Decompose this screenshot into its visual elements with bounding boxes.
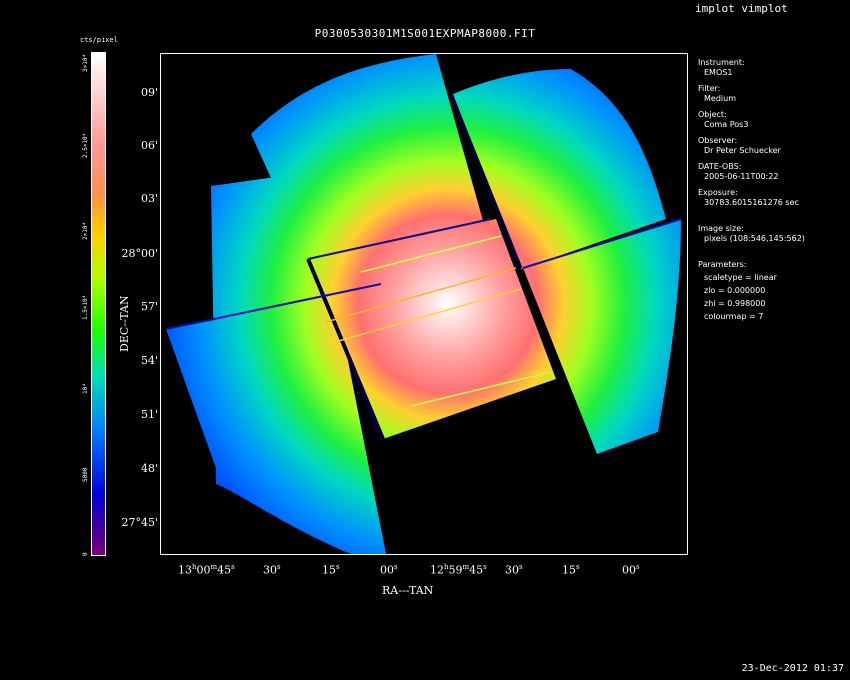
params-label: Parameters:: [698, 260, 747, 269]
exposure-label: Exposure:: [698, 188, 738, 197]
object-label: Object:: [698, 110, 727, 119]
observer-value: Dr Peter Schuecker: [704, 146, 781, 155]
ccd-chip-top-right: [453, 69, 666, 269]
y-tick-label: 06': [140, 139, 158, 152]
y-axis-label: DEC--TAN: [118, 295, 131, 352]
y-tick-label: 27°45': [121, 516, 158, 529]
colorbar-tick-label: 5000: [82, 467, 89, 482]
plot-title: P0300530301M1S001EXPMAP8000.FIT: [314, 27, 536, 40]
x-tick-label: 00s: [622, 563, 640, 577]
colorbar-tick-label: 2.5×10⁴: [82, 132, 89, 158]
colorbar-tick-label: 1.5×10⁴: [82, 294, 89, 320]
x-axis-label: RA---TAN: [382, 584, 434, 597]
size-label: Image size:: [698, 224, 744, 233]
colorbar-tick-label: 3×10⁴: [82, 53, 89, 72]
scaletype-value: scaletype = linear: [704, 273, 777, 282]
date-value: 2005-06-11T00:22: [704, 172, 779, 181]
x-tick-label: 12h59m45s: [430, 563, 487, 577]
y-tick-label: 09': [140, 86, 158, 99]
x-tick-label: 30s: [505, 563, 523, 577]
size-value: pixels (108:546,145:562): [704, 234, 805, 243]
colorbar-tick-label: 2×10⁴: [82, 221, 89, 240]
date-label: DATE-OBS:: [698, 162, 742, 171]
colorbar-unit: cts/pixel: [80, 36, 118, 44]
y-tick-label: 28°00': [121, 247, 158, 260]
y-tick-label: 57': [140, 300, 158, 313]
y-tick-label: 48': [140, 462, 158, 475]
exposure-map: [165, 54, 682, 554]
ccd-chip-lower-left: [166, 299, 386, 554]
colorbar: [91, 52, 106, 556]
colorbar-tick-label: 0: [82, 552, 89, 556]
exposure-value: 30783.6015161276 sec: [704, 198, 799, 207]
image-plot[interactable]: [160, 53, 688, 555]
x-tick-label: 00s: [380, 563, 398, 577]
colourmap-value: colourmap = 7: [704, 312, 764, 321]
zhi-value: zhi = 0.998000: [704, 299, 766, 308]
y-tick-label: 54': [140, 354, 158, 367]
ccd-chip-top: [251, 54, 489, 259]
x-tick-label: 13h00m45s: [178, 563, 235, 577]
y-tick-label: 51': [140, 408, 158, 421]
colorbar-tick-label: 10⁴: [82, 383, 89, 394]
object-value: Coma Pos3: [704, 120, 749, 129]
x-tick-label: 30s: [263, 563, 281, 577]
program-title: implot vimplot: [695, 2, 788, 15]
ccd-chip-right: [523, 219, 681, 454]
filter-value: Medium: [704, 94, 736, 103]
x-tick-label: 15s: [322, 563, 340, 577]
observer-label: Observer:: [698, 136, 738, 145]
zlo-value: zlo = 0.000000: [704, 286, 766, 295]
instrument-value: EMOS1: [704, 68, 733, 77]
timestamp: 23-Dec-2012 01:37: [741, 663, 844, 674]
info-panel: Instrument: EMOS1 Filter: Medium Object: Co…: [698, 58, 848, 328]
instrument-label: Instrument:: [698, 58, 745, 67]
y-tick-label: 03': [140, 192, 158, 205]
filter-label: Filter:: [698, 84, 721, 93]
x-tick-label: 15s: [562, 563, 580, 577]
